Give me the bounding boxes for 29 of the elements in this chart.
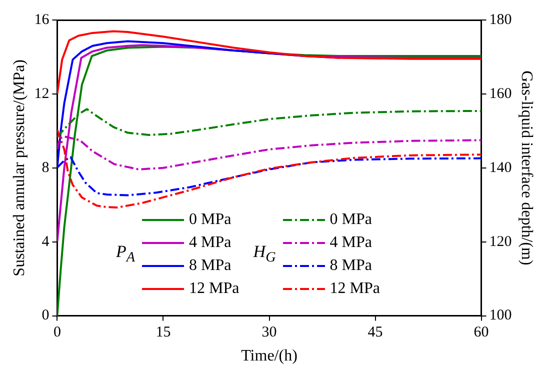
x-tick-label: 60 <box>474 324 489 341</box>
annotation: P$_{A}$ <box>116 242 136 266</box>
y-tick-label: 8 <box>42 160 50 176</box>
y2-tick-label: 180 <box>489 12 512 28</box>
x-tick-label: 30 <box>262 324 277 341</box>
y-tick-label: 16 <box>34 12 50 28</box>
y2-axis-title: Gas-liquid interface depth/(m) <box>518 70 536 266</box>
y2-tick-label: 140 <box>489 160 512 176</box>
x-axis-title: Time/(h) <box>241 348 298 365</box>
annotation: H$_{G}$ <box>253 242 276 266</box>
legend-label: 12 MPa <box>330 280 380 298</box>
legend-label: 0 MPa <box>330 210 372 228</box>
y2-tick-label: 120 <box>489 234 512 250</box>
y-axis-title: Sustained annular pressure/(MPa) <box>10 59 28 276</box>
x-tick-label: 15 <box>156 324 171 341</box>
legend-label: 8 MPa <box>330 256 372 274</box>
x-tick-label: 0 <box>53 324 61 341</box>
line-series <box>57 128 482 208</box>
legend-label: 8 MPa <box>189 256 232 274</box>
y-tick-label: 0 <box>42 308 50 324</box>
legend-label: 12 MPa <box>189 280 240 298</box>
y-tick-label: 12 <box>34 86 50 102</box>
legend-label: 4 MPa <box>189 234 232 252</box>
y2-tick-label: 100 <box>489 308 512 324</box>
legend-label: 0 MPa <box>189 210 232 228</box>
legend-label: 4 MPa <box>330 234 372 252</box>
y-tick-label: 4 <box>42 234 50 250</box>
x-tick-label: 45 <box>368 324 383 341</box>
y2-tick-label: 160 <box>489 86 512 102</box>
